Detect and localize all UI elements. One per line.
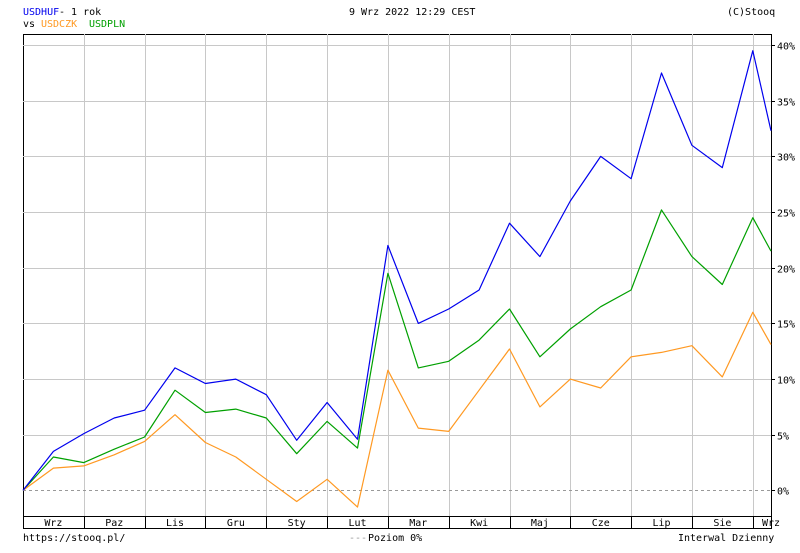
compare-usdczk[interactable]: USDCZK [41,19,78,30]
y-tick-label: 30% [777,153,795,164]
x-tick-label: Paz [105,518,123,529]
x-tick-label: Lip [653,518,671,529]
level-dash: --- [349,533,368,544]
x-tick-label: Lis [166,518,184,529]
vs-label: vs [23,19,36,30]
y-tick-label: 40% [777,42,795,53]
level-label: Poziom 0% [368,533,423,544]
y-tick-label: 0% [777,487,789,498]
x-tick-label: Sty [288,518,306,529]
y-tick-label: 20% [777,265,795,276]
period-label: - 1 rok [59,7,102,18]
copyright-label: (C)Stooq [727,7,776,18]
xaxis-bar [23,516,772,529]
series-name-usdhuf: USDHUF [23,7,60,18]
y-tick-label: 5% [777,432,789,443]
y-tick-label: 25% [777,209,795,220]
x-tick-label: Sie [713,518,731,529]
y-tick-label: 35% [777,98,795,109]
compare-usdpln[interactable]: USDPLN [89,19,126,30]
x-tick-label: Cze [592,518,610,529]
series-line-usdhuf [22,50,772,491]
x-tick-label: Lut [348,518,366,529]
x-tick-label: Mar [409,518,427,529]
x-tick-label: Wrz [762,518,780,529]
x-tick-label: Gru [227,518,245,529]
footer-url[interactable]: https://stooq.pl/ [23,533,126,544]
x-tick-label: Wrz [44,518,62,529]
y-tick-label: 10% [777,376,795,387]
x-tick-label: Kwi [470,518,488,529]
plot-frame [23,34,772,517]
datetime-label: 9 Wrz 2022 12:29 CEST [349,7,476,18]
y-tick-label: 15% [777,320,795,331]
interval-label: Interwal Dzienny [678,533,775,544]
series-line-usdczk [22,311,772,508]
x-tick-label: Maj [531,518,549,529]
series-line-usdpln [22,209,772,491]
